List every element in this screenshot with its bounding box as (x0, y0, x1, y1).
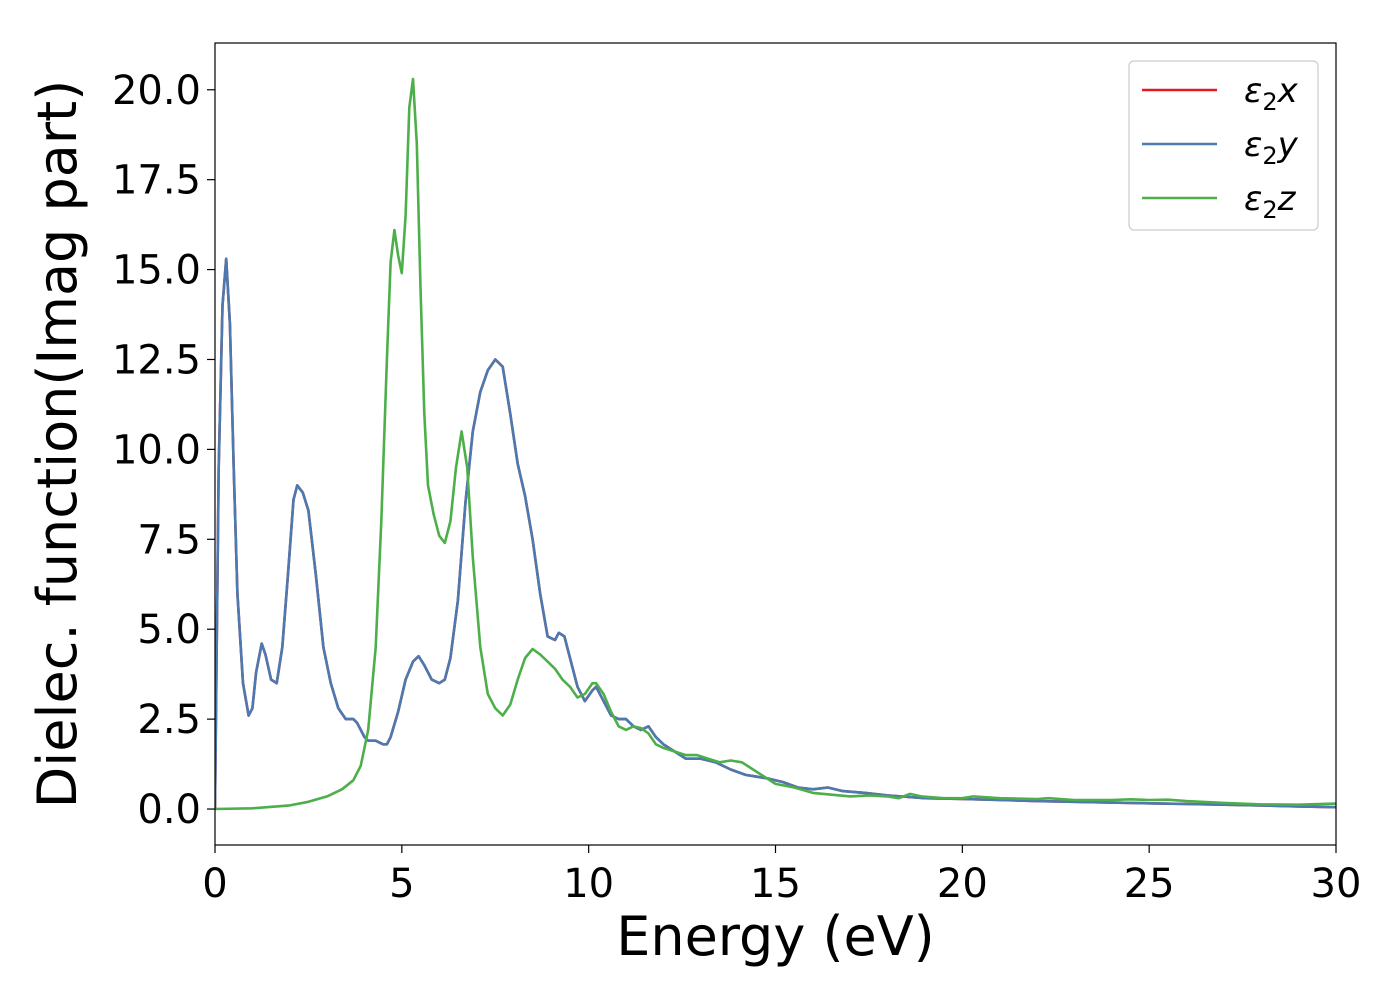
y-tick-label: 2.5 (137, 697, 201, 743)
legend-label-x: ε2x (1244, 71, 1299, 116)
x-tick-label: 30 (1311, 861, 1362, 907)
y-tick-label: 7.5 (137, 517, 201, 563)
x-tick-label: 15 (750, 861, 801, 907)
x-tick-label: 0 (202, 861, 227, 907)
x-tick-label: 5 (389, 861, 414, 907)
legend-label-y: ε2y (1244, 125, 1299, 170)
series-line-x (215, 257, 1336, 810)
ticks-layer: 0 5 10 15 20 25 30 0.0 2.5 5.0 7.5 10.0 12.5 15.0 17.5… (112, 68, 1362, 907)
y-tick-label: 12.5 (112, 337, 201, 383)
y-tick-label: 10.0 (112, 427, 201, 473)
y-axis-title: Dielec. function(Imag part) (26, 80, 89, 809)
legend-box (1128, 60, 1319, 231)
series-line-y (215, 257, 1336, 810)
y-tick-label: 17.5 (112, 158, 201, 204)
series-line-z (215, 77, 1336, 811)
legend: ε2x ε2y ε2z (1128, 60, 1319, 231)
x-tick-label: 25 (1124, 861, 1175, 907)
y-tick-label: 20.0 (112, 68, 201, 114)
y-tick-label: 5.0 (137, 607, 201, 653)
series-layer (215, 77, 1336, 811)
y-tick-label: 0.0 (137, 787, 201, 833)
x-tick-label: 20 (937, 861, 988, 907)
x-tick-label: 10 (563, 861, 614, 907)
y-tick-label: 15.0 (112, 248, 201, 294)
x-axis-title: Energy (eV) (616, 905, 935, 968)
legend-label-z: ε2z (1244, 179, 1297, 224)
